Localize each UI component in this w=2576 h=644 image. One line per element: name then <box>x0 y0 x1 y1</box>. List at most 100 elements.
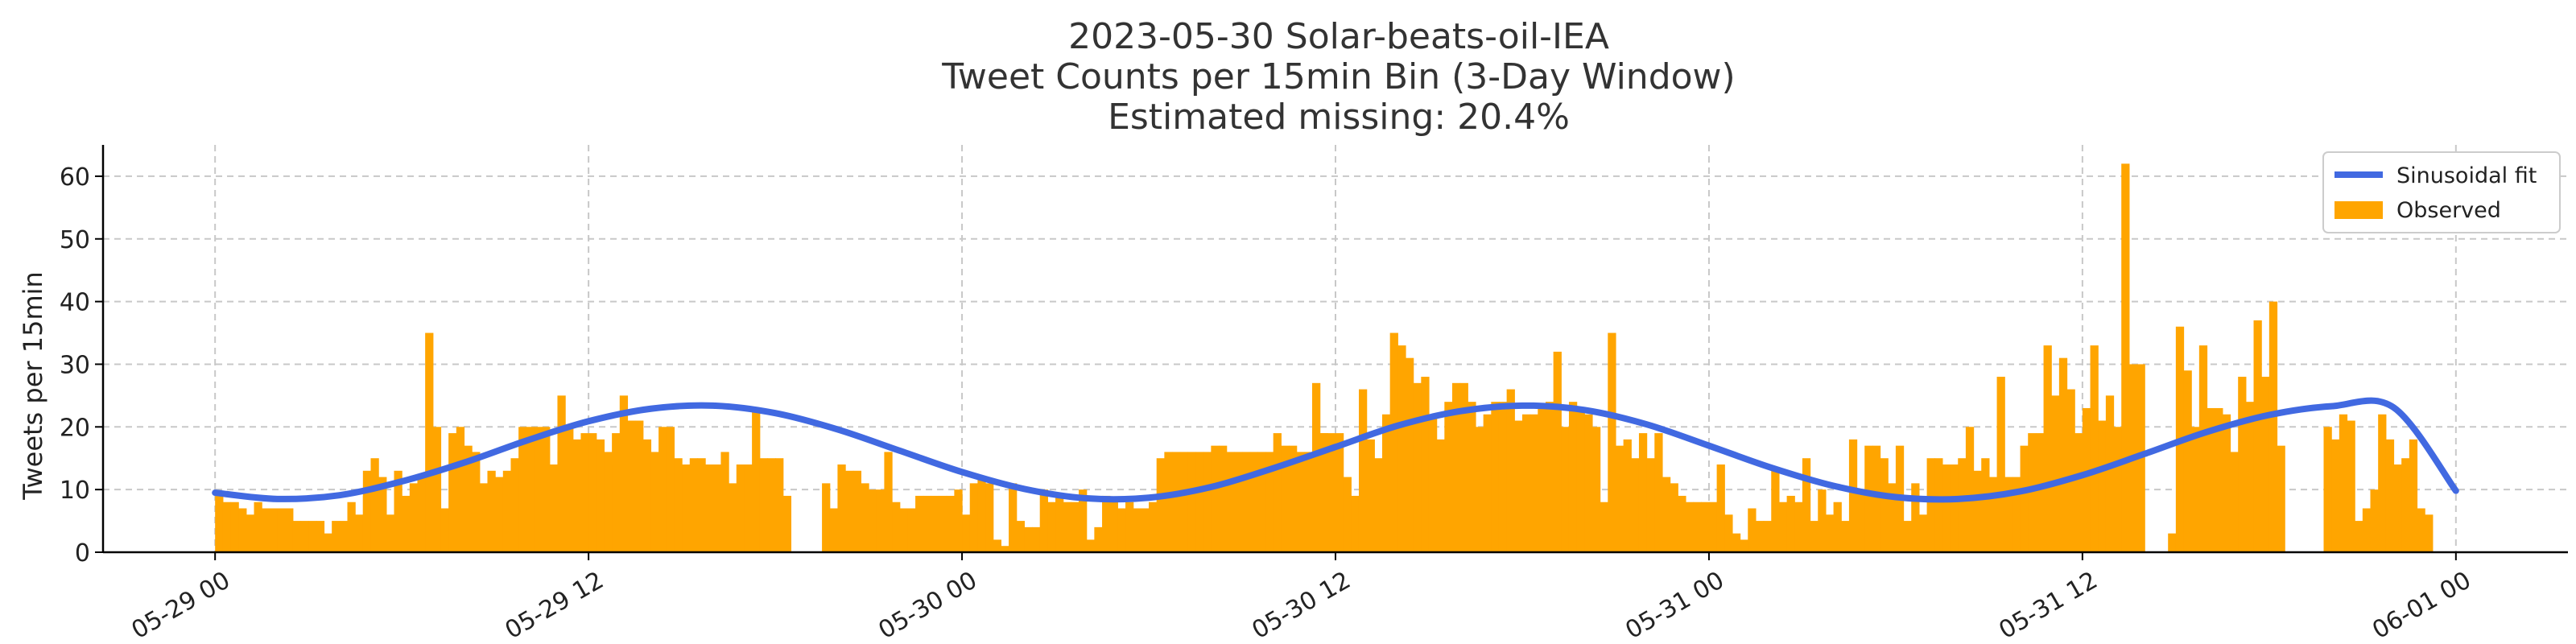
observed-bar <box>1219 445 1228 552</box>
observed-bar <box>666 427 675 552</box>
observed-bar <box>2035 433 2045 552</box>
observed-bar <box>1693 502 1702 552</box>
x-tick-label: 06-01 00 <box>2368 566 2475 644</box>
observed-bar <box>402 495 411 552</box>
y-tick-label: 0 <box>75 539 90 568</box>
x-tick-labels: 05-29 00 05-29 12 05-30 00 05-30 12 05-31 00… <box>127 566 2476 644</box>
y-tick-label: 10 <box>60 477 90 505</box>
observed-bar <box>1926 458 1935 552</box>
observed-bar <box>1903 521 1912 552</box>
observed-bar <box>2012 477 2021 552</box>
sinusoidal-fit-line <box>212 397 2459 503</box>
observed-bar <box>892 502 901 552</box>
observed-bars <box>215 163 2434 552</box>
chart-title-line-3: Estimated missing: 20.4% <box>1108 97 1570 138</box>
observed-bar <box>1810 521 1818 552</box>
observed-bar <box>1623 439 1632 552</box>
observed-bar <box>2339 414 2348 552</box>
observed-bar <box>689 458 699 552</box>
observed-bar <box>308 521 317 552</box>
observed-bar <box>1545 414 1554 552</box>
observed-bar <box>2245 402 2255 552</box>
observed-bar <box>2355 521 2363 552</box>
observed-bar <box>464 445 473 552</box>
chart-title-line-1: 2023-05-30 Solar-beats-oil-IEA <box>1068 16 1609 57</box>
observed-bar <box>1981 458 1990 552</box>
observed-bar <box>1343 477 1352 552</box>
observed-bar <box>456 427 465 552</box>
observed-bar <box>2261 377 2270 552</box>
observed-bar <box>2277 445 2285 552</box>
observed-bar <box>1786 495 1795 552</box>
observed-bar <box>2004 477 2013 552</box>
observed-bar <box>1079 489 1088 552</box>
observed-bar <box>2183 370 2192 552</box>
observed-bar <box>1164 452 1173 552</box>
observed-bar <box>1468 402 1476 552</box>
observed-bar <box>931 495 939 552</box>
observed-bar <box>580 433 589 552</box>
observed-bar <box>752 407 761 552</box>
observed-bar <box>1234 452 1243 552</box>
observed-bar <box>1483 414 1492 552</box>
observed-bar <box>1459 382 1468 552</box>
observed-bar <box>1724 514 1733 552</box>
observed-bar <box>1281 445 1290 552</box>
observed-bar <box>1646 458 1655 552</box>
observed-bar <box>1880 458 1889 552</box>
observed-bar <box>425 332 434 552</box>
observed-bar <box>1149 502 1158 552</box>
observed-bar <box>1475 427 1484 552</box>
observed-bar <box>1451 382 1461 552</box>
observed-bar <box>2051 395 2060 552</box>
y-tick-labels: 0 10 20 30 40 50 60 <box>60 163 90 568</box>
observed-bar <box>2215 407 2223 552</box>
y-tick-label: 30 <box>60 351 90 379</box>
observed-bar <box>1553 351 1562 552</box>
observed-bar <box>829 508 839 552</box>
observed-bar <box>1491 402 1500 552</box>
observed-bar <box>262 508 270 552</box>
observed-bar <box>1996 377 2005 552</box>
observed-bar <box>1888 483 1897 552</box>
observed-bar <box>642 439 652 552</box>
observed-bar <box>1802 458 1811 552</box>
observed-bar <box>1654 433 1663 552</box>
observed-bar <box>1071 502 1080 552</box>
observed-bar <box>1273 433 1282 552</box>
x-tick-label: 05-31 12 <box>1994 566 2102 644</box>
legend-bar-swatch <box>2334 201 2383 219</box>
observed-bar <box>2198 345 2208 552</box>
observed-bar <box>1965 427 1975 552</box>
observed-bar <box>2385 439 2395 552</box>
observed-bar <box>222 502 232 552</box>
observed-bar <box>215 495 224 552</box>
observed-bar <box>324 533 332 552</box>
observed-bar <box>1530 414 1538 552</box>
observed-bar <box>1608 332 1616 552</box>
observed-bar <box>954 489 963 552</box>
observed-bar <box>612 464 621 552</box>
y-tick-label: 50 <box>60 226 90 254</box>
observed-bar <box>1063 502 1071 552</box>
observed-bar <box>837 464 846 552</box>
observed-bar <box>697 458 706 552</box>
observed-bar <box>2417 508 2425 552</box>
observed-bar <box>1615 445 1624 552</box>
observed-bar <box>907 508 916 552</box>
observed-bar <box>440 508 449 552</box>
observed-bar <box>1732 533 1741 552</box>
observed-bar <box>1942 464 1951 552</box>
observed-bar <box>2020 445 2029 552</box>
observed-bar <box>845 470 854 552</box>
observed-bar <box>479 483 489 552</box>
observed-bar <box>1498 402 1508 552</box>
observed-bar <box>1102 495 1111 552</box>
observed-bar <box>1047 502 1056 552</box>
observed-bar <box>2035 508 2045 552</box>
observed-bar <box>487 470 496 552</box>
observed-bar <box>1818 489 1827 552</box>
observed-bar <box>1187 452 1196 552</box>
observed-bar <box>1389 332 1398 552</box>
